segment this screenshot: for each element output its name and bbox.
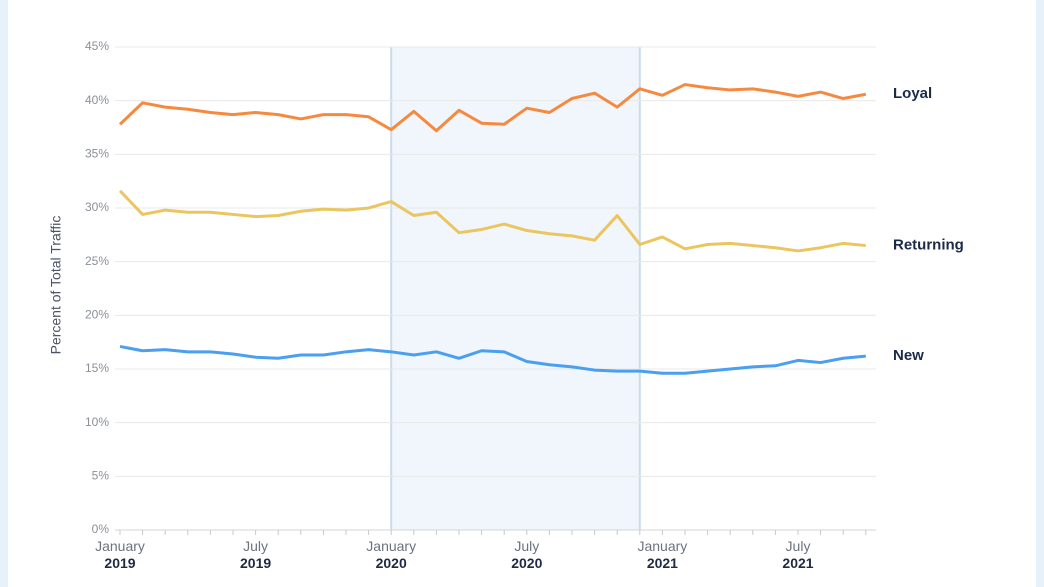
y-tick-label: 35% [85, 147, 109, 161]
x-tick-label: July 2019 [240, 538, 271, 571]
series-label: New [893, 347, 924, 364]
x-tick-label: July 2020 [511, 538, 542, 571]
series-line [118, 189, 866, 253]
x-tick-label: July 2021 [782, 538, 813, 571]
series-label: Returning [893, 237, 964, 254]
y-tick-label: 25% [85, 254, 109, 268]
y-tick-label: 40% [85, 93, 109, 107]
y-tick-label: 20% [85, 308, 109, 322]
series-label: Loyal [893, 85, 932, 102]
y-tick-label: 0% [92, 522, 110, 536]
y-tick-label: 45% [85, 39, 109, 53]
y-tick-label: 10% [85, 415, 109, 429]
x-tick-label: January 2020 [366, 538, 416, 571]
series-line [118, 83, 867, 133]
series-line [119, 344, 866, 375]
y-tick-label: 30% [85, 200, 109, 214]
y-tick-label: 5% [92, 469, 110, 483]
y-tick-label: 15% [85, 361, 109, 375]
y-axis-title: Percent of Total Traffic [48, 216, 64, 355]
highlight-band [391, 47, 640, 530]
x-tick-label: January 2021 [637, 538, 687, 571]
x-tick-label: January 2019 [95, 538, 145, 571]
